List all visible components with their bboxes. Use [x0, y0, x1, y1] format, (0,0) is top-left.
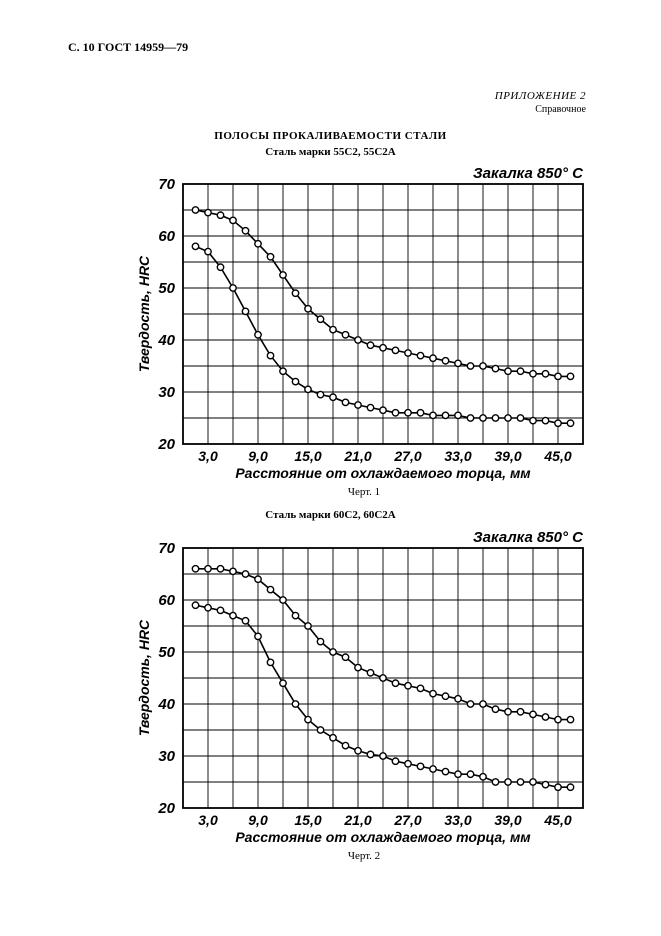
svg-text:45,0: 45,0 [543, 812, 571, 828]
svg-text:9,0: 9,0 [248, 812, 268, 828]
page-header-left: С. 10 ГОСТ 14959—79 [68, 40, 188, 55]
svg-text:60: 60 [158, 228, 175, 245]
svg-text:Твердость, HRC: Твердость, HRC [136, 619, 152, 736]
svg-text:60: 60 [158, 592, 175, 609]
svg-text:3,0: 3,0 [198, 448, 218, 464]
svg-text:3,0: 3,0 [198, 812, 218, 828]
svg-text:27,0: 27,0 [393, 812, 421, 828]
svg-text:Твердость, HRC: Твердость, HRC [136, 255, 152, 372]
svg-text:15,0: 15,0 [294, 448, 321, 464]
svg-text:Закалка 850° С: Закалка 850° С [473, 165, 584, 182]
svg-text:9,0: 9,0 [248, 448, 268, 464]
svg-text:45,0: 45,0 [543, 448, 571, 464]
svg-text:50: 50 [158, 644, 175, 661]
chart2-block: 20 30 40 50 60 70 3,0 9,0 15,0 21,0 27,0 33,0 39,0 45… [135, 526, 593, 862]
chart1-caption: Черт. 1 [135, 486, 593, 498]
chart1-steel-title: Сталь марки 55С2, 55С2А [0, 146, 661, 158]
svg-text:30: 30 [158, 748, 175, 765]
chart1-block: 20 30 40 50 60 70 3,0 9,0 15,0 21,0 27,0 33,0 39,0 45… [135, 162, 593, 498]
svg-text:15,0: 15,0 [294, 812, 321, 828]
chart2-caption: Черт. 2 [135, 850, 593, 862]
svg-text:39,0: 39,0 [494, 812, 521, 828]
main-title: ПОЛОСЫ ПРОКАЛИВАЕМОСТИ СТАЛИ [0, 130, 661, 142]
svg-text:20: 20 [157, 800, 175, 817]
svg-text:Расстояние от охлаждаемого тор: Расстояние от охлаждаемого торца, мм [235, 465, 531, 481]
svg-text:27,0: 27,0 [393, 448, 421, 464]
svg-text:Закалка 850° С: Закалка 850° С [473, 529, 584, 546]
chart1: 20 30 40 50 60 70 3,0 9,0 15,0 21,0 27,0 33,0 39,0 45… [135, 162, 593, 484]
svg-text:50: 50 [158, 280, 175, 297]
svg-text:20: 20 [157, 436, 175, 453]
svg-text:33,0: 33,0 [444, 812, 471, 828]
svg-text:40: 40 [157, 332, 175, 349]
svg-text:Расстояние от охлаждаемого тор: Расстояние от охлаждаемого торца, мм [235, 829, 531, 845]
appendix-sublabel: Справочное [535, 104, 586, 115]
svg-text:40: 40 [157, 696, 175, 713]
appendix-label: ПРИЛОЖЕНИЕ 2 [495, 90, 586, 102]
svg-text:70: 70 [158, 176, 175, 193]
svg-text:70: 70 [158, 540, 175, 557]
chart2: 20 30 40 50 60 70 3,0 9,0 15,0 21,0 27,0 33,0 39,0 45… [135, 526, 593, 848]
svg-text:39,0: 39,0 [494, 448, 521, 464]
svg-text:21,0: 21,0 [343, 812, 371, 828]
svg-text:33,0: 33,0 [444, 448, 471, 464]
page: С. 10 ГОСТ 14959—79 ПРИЛОЖЕНИЕ 2 Справоч… [0, 0, 661, 936]
chart2-steel-title: Сталь марки 60С2, 60С2А [0, 509, 661, 521]
svg-text:30: 30 [158, 384, 175, 401]
svg-text:21,0: 21,0 [343, 448, 371, 464]
